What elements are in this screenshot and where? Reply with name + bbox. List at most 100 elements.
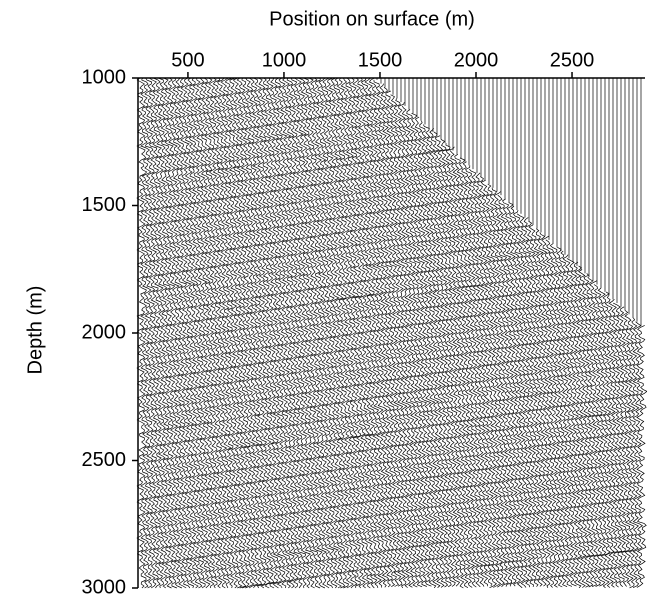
trace	[168, 77, 180, 589]
x-tick-label: 2500	[550, 49, 595, 71]
trace	[404, 78, 416, 588]
trace	[300, 77, 312, 589]
trace	[580, 78, 592, 588]
trace	[288, 77, 300, 589]
trace	[536, 78, 548, 587]
trace	[572, 78, 584, 589]
seismic-traces	[136, 77, 647, 589]
trace	[524, 78, 536, 588]
trace	[156, 77, 168, 589]
trace	[152, 77, 164, 589]
trace	[424, 78, 436, 587]
trace	[452, 78, 464, 587]
trace	[212, 77, 224, 589]
trace	[464, 78, 476, 588]
y-tick-label: 2000	[82, 321, 127, 343]
trace	[160, 77, 172, 589]
trace	[484, 78, 496, 587]
trace	[420, 78, 432, 587]
trace	[504, 78, 516, 587]
trace	[304, 77, 316, 589]
trace	[568, 78, 580, 587]
trace	[380, 78, 392, 588]
trace	[264, 77, 276, 589]
trace	[328, 77, 340, 589]
trace	[472, 78, 484, 588]
trace	[316, 77, 328, 589]
trace	[308, 77, 320, 589]
trace	[140, 77, 152, 589]
trace	[340, 77, 352, 589]
trace	[364, 77, 376, 589]
trace	[548, 78, 559, 588]
trace	[240, 77, 252, 589]
trace	[244, 77, 256, 589]
trace	[388, 78, 400, 587]
trace	[272, 77, 284, 589]
trace	[248, 77, 260, 589]
x-tick-label: 2000	[454, 49, 499, 71]
trace	[500, 78, 512, 588]
trace	[432, 78, 444, 588]
trace	[384, 78, 396, 588]
trace	[360, 77, 372, 589]
trace	[164, 77, 176, 589]
trace	[540, 78, 552, 587]
trace	[180, 77, 192, 589]
trace	[632, 78, 644, 589]
trace	[460, 78, 472, 589]
trace	[476, 78, 488, 587]
trace	[564, 78, 576, 587]
trace	[192, 77, 204, 589]
trace	[560, 78, 572, 588]
y-tick-label: 3000	[82, 576, 127, 598]
trace	[604, 78, 616, 588]
trace	[520, 78, 532, 588]
trace	[592, 78, 604, 587]
trace	[312, 77, 324, 589]
trace	[416, 78, 428, 588]
trace	[296, 77, 308, 589]
trace	[348, 77, 360, 589]
trace	[336, 77, 348, 589]
trace	[516, 78, 528, 589]
trace	[620, 78, 632, 587]
trace	[292, 77, 304, 589]
trace	[584, 78, 596, 588]
trace	[488, 78, 500, 589]
trace	[176, 77, 188, 589]
trace	[356, 77, 368, 589]
trace	[428, 78, 440, 589]
trace	[396, 78, 408, 587]
trace	[624, 78, 636, 587]
y-tick-label: 1000	[82, 66, 127, 88]
trace	[588, 78, 600, 588]
trace	[636, 78, 647, 588]
trace	[456, 78, 468, 589]
trace	[368, 77, 380, 589]
x-tick-label: 1000	[262, 49, 307, 71]
trace	[172, 77, 184, 589]
trace	[628, 78, 640, 589]
trace	[492, 78, 504, 588]
trace	[480, 78, 492, 587]
trace	[444, 78, 456, 588]
trace	[552, 78, 564, 588]
trace	[204, 77, 216, 589]
y-axis-label: Depth (m)	[24, 286, 46, 375]
trace	[556, 78, 568, 588]
trace	[284, 77, 296, 589]
trace	[276, 77, 288, 589]
trace	[532, 78, 544, 587]
y-tick-label: 2500	[82, 449, 127, 471]
trace	[252, 77, 264, 589]
trace	[616, 78, 628, 588]
trace	[200, 77, 212, 589]
trace	[260, 77, 272, 589]
trace	[216, 77, 228, 589]
trace	[412, 78, 424, 588]
trace	[232, 77, 244, 589]
trace	[612, 78, 624, 588]
